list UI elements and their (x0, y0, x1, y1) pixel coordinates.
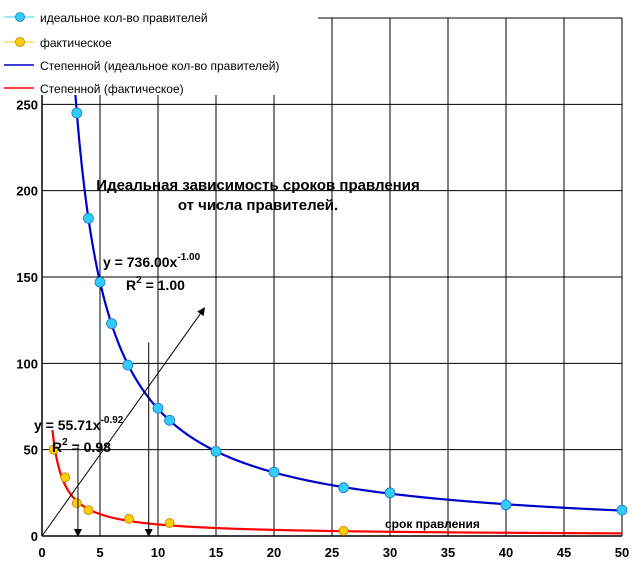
data-point (71, 498, 82, 509)
data-point (616, 504, 628, 516)
data-point (83, 505, 94, 516)
trend-line (69, 17, 623, 512)
legend-label: идеальное кол-во правителей (40, 11, 208, 25)
legend-item-ideal-points: идеальное кол-во правителей (4, 11, 208, 25)
x-axis-label: срок правления (385, 517, 480, 531)
data-point (60, 472, 71, 483)
legend-label: Степенной (идеальное кол-во правителей) (40, 59, 279, 73)
x-tick-label: 50 (615, 545, 629, 560)
equation-actual: y = 55.71x-0.92 R2 = 0.98 (34, 415, 124, 455)
y-tick-label: 100 (16, 356, 38, 371)
axes (41, 18, 622, 537)
legend-label: Степенной (фактическое) (40, 82, 184, 96)
data-point (124, 513, 134, 524)
legend-box (0, 0, 318, 95)
x-tick-label: 35 (441, 545, 455, 560)
legend-marker (15, 12, 25, 22)
x-tick-label: 40 (499, 545, 513, 560)
equation-ideal: y = 736.00x-1.00 R2 = 1.00 (103, 252, 201, 293)
title-line-1: Идеальная зависимость сроков правления (96, 177, 419, 194)
equation-actual-text: y = 55.71x-0.92 (34, 415, 124, 433)
x-tick-label: 0 (38, 545, 45, 560)
data-point (122, 359, 134, 371)
data-points (48, 107, 628, 536)
x-tick-label: 20 (267, 545, 281, 560)
legend-marker (15, 37, 25, 47)
data-point (152, 402, 164, 414)
x-tick-label: 25 (325, 545, 339, 560)
data-point (83, 212, 94, 224)
diagonal-arrow (41, 307, 205, 537)
annotation-arrows (41, 307, 205, 537)
legend-item-actual-points: фактическое (4, 36, 112, 50)
data-point (338, 482, 350, 494)
grid (42, 17, 623, 536)
x-tick-label: 45 (557, 545, 571, 560)
x-tick-label: 5 (96, 545, 103, 560)
data-point (384, 487, 396, 499)
y-tick-label: 150 (16, 270, 38, 285)
data-point (94, 276, 106, 288)
title-line-2: от числа правителей. (178, 197, 338, 214)
y-tick-label: 0 (31, 529, 38, 544)
data-point (500, 499, 512, 511)
data-point (106, 318, 117, 330)
y-tick-label: 200 (16, 184, 38, 199)
data-point (210, 445, 222, 457)
legend-item-actual-trend: Степенной (фактическое) (4, 82, 184, 96)
legend-label: фактическое (40, 36, 112, 50)
r2-ideal-text: R2 = 1.00 (126, 275, 185, 293)
r2-actual-text: R2 = 0.98 (52, 437, 111, 455)
data-point (48, 444, 59, 455)
y-tick-label: 250 (16, 97, 38, 112)
chart-title: Идеальная зависимость сроков правления о… (96, 177, 419, 214)
x-tick-label: 10 (151, 545, 165, 560)
y-tick-label: 50 (24, 443, 38, 458)
x-tick-label: 15 (209, 545, 223, 560)
data-point (71, 107, 83, 119)
data-point (338, 525, 349, 536)
legend-item-ideal-trend: Степенной (идеальное кол-во правителей) (4, 59, 279, 73)
legend: идеальное кол-во правителей фактическое … (0, 0, 318, 96)
equation-ideal-text: y = 736.00x-1.00 (103, 252, 201, 270)
data-point (268, 466, 280, 478)
data-point (164, 414, 176, 426)
tick-labels: 0 5 10 15 20 25 30 35 40 45 50 0 50 100 150 200 250 (16, 97, 629, 560)
x-tick-label: 30 (383, 545, 397, 560)
data-point (164, 518, 175, 528)
